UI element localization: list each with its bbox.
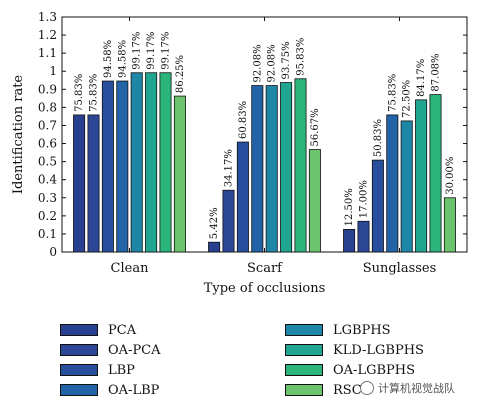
legend-label: KLD-LGBPHS [333,342,424,358]
data-label: 95.83% [296,38,307,76]
bar [236,141,249,253]
bar [116,80,129,253]
data-label: 56.67% [310,108,321,146]
data-label: 50.83% [373,119,384,157]
bar [101,80,114,253]
legend-item: OA-LGBPHS [285,362,415,378]
data-label: 93.75% [281,41,292,79]
bar [294,78,307,253]
bar [308,149,321,253]
legend-label: LGBPHS [333,322,391,338]
bar [415,99,428,253]
legend-swatch [285,324,323,336]
y-tick-label: 0.9 [38,82,57,96]
bar [280,82,293,253]
bar [400,120,413,253]
data-label: 94.58% [103,40,114,78]
y-tick-label: 1.1 [38,46,57,60]
y-tick-label: 1 [49,64,57,78]
legend-label: PCA [108,322,137,338]
legend-item: PCA [60,322,136,338]
data-label: 75.83% [89,74,100,112]
bar [357,220,370,253]
legend-swatch [285,364,323,376]
y-tick-label: 1.2 [38,28,57,42]
data-label: 75.83% [387,74,398,112]
bar [145,72,158,253]
bar [429,94,442,253]
legend-label: RSC [333,382,362,398]
legend-item: RSC [285,382,362,398]
bar [265,85,278,253]
y-axis-label: Identification rate [11,75,26,195]
legend-swatch [60,384,98,396]
data-label: 92.08% [267,44,278,82]
legend-item: LGBPHS [285,322,391,338]
data-label: 17.00% [359,180,370,218]
y-tick-label: 0.6 [38,137,57,151]
legend-label: OA-LGBPHS [333,362,415,378]
data-label: 92.08% [252,44,263,82]
legend-swatch [60,324,98,336]
bar [386,114,399,253]
y-tick-label: 0.7 [38,118,57,132]
data-label: 5.42% [209,207,220,239]
y-tick-label: 1.3 [38,10,57,24]
data-label: 87.08% [431,53,442,91]
bar [222,189,235,253]
bar [73,114,86,253]
legend-label: LBP [108,362,135,378]
legend-swatch [285,344,323,356]
y-tick-label: 0.4 [38,173,57,187]
bar [159,72,172,253]
y-tick-label: 0.8 [38,100,57,114]
legend-label: OA-LBP [108,382,160,398]
bar [173,95,186,253]
bar [251,85,264,253]
legend-swatch [60,344,98,356]
watermark-text: 计算机视觉战队 [378,382,455,395]
y-tick-label: 0.1 [38,227,57,241]
data-label: 86.25% [175,55,186,93]
y-tick-label: 0.3 [38,191,57,205]
bar [443,197,456,253]
legend-item: OA-PCA [60,342,161,358]
wechat-icon [360,381,374,395]
y-tick-label: 0.2 [38,209,57,223]
legend-swatch [60,364,98,376]
x-tick-label: Clean [111,261,150,276]
data-label: 94.58% [117,40,128,78]
data-label: 99.17% [146,32,157,70]
data-label: 12.50% [344,188,355,226]
data-label: 99.17% [161,32,172,70]
bar [343,229,356,253]
data-label: 84.17% [416,59,427,97]
data-label: 72.50% [402,80,413,118]
data-label: 60.83% [238,101,249,139]
bar [87,114,100,253]
bar [130,72,143,253]
x-tick-label: Scarf [247,261,283,276]
watermark: 计算机视觉战队 [360,380,455,396]
data-label: 34.17% [224,149,235,187]
bar [208,241,221,253]
legend-swatch [285,384,323,396]
x-tick-label: Sunglasses [363,261,437,276]
y-tick-label: 0.5 [38,155,57,169]
legend-label: OA-PCA [108,342,161,358]
data-label: 75.83% [74,74,85,112]
legend-item: OA-LBP [60,382,159,398]
data-label: 99.17% [132,32,143,70]
x-axis-label: Type of occlusions [204,281,326,296]
legend-item: LBP [60,362,135,378]
bar [371,159,384,253]
y-tick-label: 0 [49,245,57,259]
legend-item: KLD-LGBPHS [285,342,424,358]
data-label: 30.00% [445,157,456,195]
bar-chart: 0 0.1 0.2 0.3 0.4 0.5 0.6 0.7 0.8 0.9 1 1.1 1.2 1.3 Id… [11,10,468,296]
